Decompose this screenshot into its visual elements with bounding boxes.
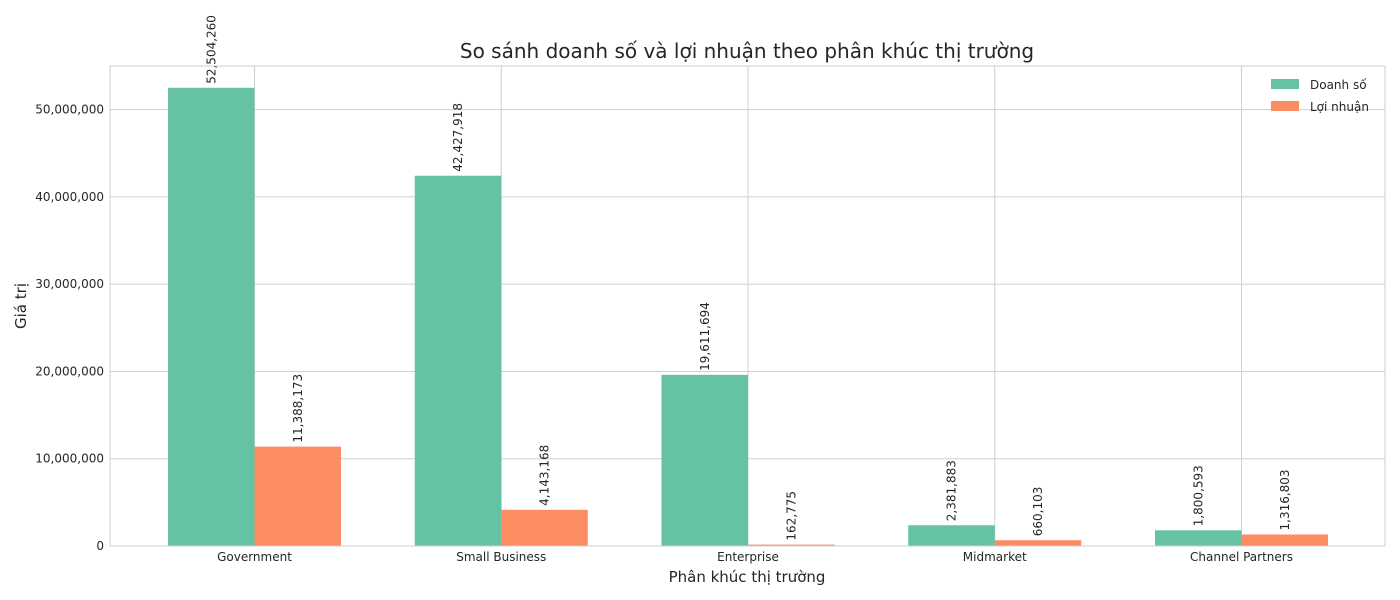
data-labels: 52,504,260 42,427,918 19,611,694 2,381,883 1… <box>204 15 1292 541</box>
bar-sales <box>1155 530 1242 546</box>
y-tick-label: 0 <box>96 539 104 553</box>
y-tick-label: 40,000,000 <box>35 190 104 204</box>
plot-frame <box>109 65 1386 547</box>
bar-profit <box>501 509 588 546</box>
legend-entry: Lợi nhuận <box>1310 100 1369 114</box>
bars <box>168 87 1328 547</box>
bar-sales <box>168 87 255 546</box>
data-label: 19,611,694 <box>698 302 712 371</box>
bar-sales <box>661 374 748 546</box>
x-axis-label: Phân khúc thị trường <box>669 568 826 586</box>
x-tick-label: Government <box>217 550 292 564</box>
bar-sales <box>414 175 502 547</box>
legend-swatch <box>1271 79 1299 89</box>
data-label: 2,381,883 <box>945 460 959 521</box>
x-axis: Government Small Business Enterprise Midmar… <box>217 550 1293 564</box>
data-label: 4,143,168 <box>538 445 552 506</box>
legend-entry: Doanh số <box>1310 78 1367 92</box>
x-tick-label: Small Business <box>456 550 546 564</box>
chart-title: So sánh doanh số và lợi nhuận theo phân … <box>460 39 1034 63</box>
y-axis-label: Giá trị <box>12 283 30 329</box>
bar-profit <box>1241 534 1328 546</box>
bar-profit <box>994 540 1082 546</box>
legend-swatch <box>1271 101 1299 111</box>
data-label: 162,775 <box>784 491 798 541</box>
y-tick-label: 20,000,000 <box>35 364 104 378</box>
legend: Doanh số Lợi nhuận <box>1271 78 1369 114</box>
x-tick-label: Enterprise <box>717 550 779 564</box>
data-label: 42,427,918 <box>451 103 465 172</box>
y-tick-label: 10,000,000 <box>35 452 104 466</box>
data-label: 1,800,593 <box>1191 465 1205 526</box>
x-tick-label: Midmarket <box>963 550 1027 564</box>
data-label: 1,316,803 <box>1278 469 1292 530</box>
data-label: 660,103 <box>1031 487 1045 537</box>
y-tick-label: 30,000,000 <box>35 277 104 291</box>
y-tick-label: 50,000,000 <box>35 103 104 117</box>
bar-profit <box>748 544 835 546</box>
bar-profit <box>254 446 341 546</box>
data-label: 52,504,260 <box>204 15 218 84</box>
bar-sales <box>908 525 995 546</box>
y-axis: 0 10,000,000 20,000,000 30,000,000 40,000,00… <box>35 103 104 553</box>
data-label: 11,388,173 <box>291 374 305 443</box>
x-tick-label: Channel Partners <box>1190 550 1293 564</box>
